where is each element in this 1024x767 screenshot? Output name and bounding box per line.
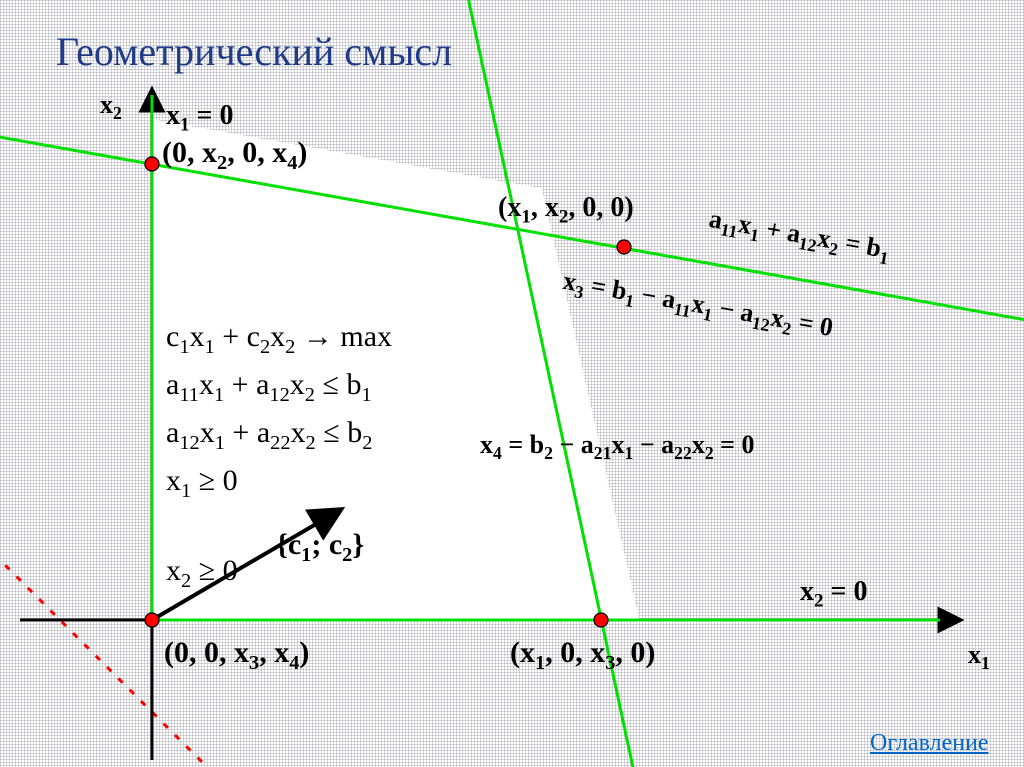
label-lp3: a12x1 + a22x2 ≤ b2: [166, 416, 372, 450]
label-lp4: x1 ≥ 0: [166, 464, 238, 498]
toc-link[interactable]: Оглавление: [870, 730, 989, 757]
vertex-x1axis: [594, 613, 608, 627]
label-c_vec: {c1; c2}: [276, 528, 364, 562]
label-lp1: c1x1 + c2x2 → max: [166, 320, 392, 354]
x-axis-label: x1: [968, 640, 990, 670]
label-x4_eq: x4 = b2 − a21x1 − a22x2 = 0: [480, 430, 754, 460]
label-pt_yaxis: (0, x2, 0, x4): [162, 136, 307, 170]
vertex-top: [617, 240, 631, 254]
label-lp2: a11x1 + a12x2 ≤ b1: [166, 368, 372, 402]
label-pt_x1axis: (x1, 0, x3, 0): [510, 636, 655, 670]
slide-title: Геометрический смысл: [56, 28, 452, 75]
vertex-yaxis: [145, 157, 159, 171]
label-pt_origin: (0, 0, x3, x4): [164, 636, 309, 670]
label-lp5: x2 ≥ 0: [166, 554, 238, 588]
label-pt_top: (x1, x2, 0, 0): [498, 192, 634, 224]
label-x1_eq_0: x1 = 0: [166, 100, 233, 132]
vertex-origin: [145, 613, 159, 627]
y-axis-label: x2: [100, 90, 122, 120]
label-x2_eq_0: x2 = 0: [800, 576, 867, 608]
